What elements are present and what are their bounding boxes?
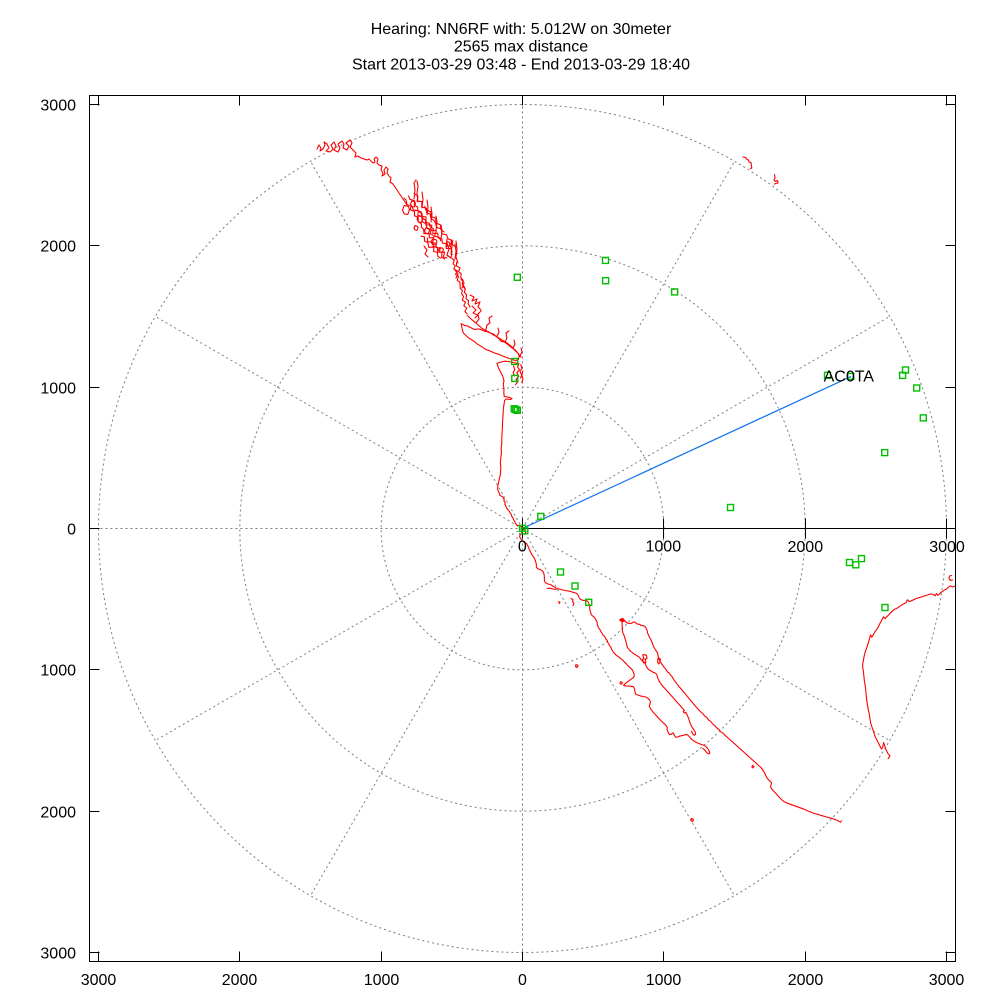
svg-text:3000: 3000 (81, 972, 117, 989)
svg-text:2000: 2000 (40, 238, 76, 255)
svg-text:0: 0 (518, 539, 527, 556)
svg-text:3000: 3000 (40, 97, 76, 114)
svg-text:1000: 1000 (364, 972, 400, 989)
svg-text:2565 max distance: 2565 max distance (454, 39, 588, 56)
svg-text:1000: 1000 (40, 662, 76, 679)
svg-text:Hearing: NN6RF with: 5.012W on: Hearing: NN6RF with: 5.012W on 30meter (371, 21, 672, 38)
svg-text:0: 0 (67, 521, 76, 538)
svg-text:3000: 3000 (929, 972, 965, 989)
svg-text:2000: 2000 (788, 539, 824, 556)
svg-text:1000: 1000 (646, 539, 682, 556)
svg-text:AC0TA: AC0TA (824, 368, 875, 385)
svg-text:3000: 3000 (929, 539, 965, 556)
svg-text:2000: 2000 (40, 804, 76, 821)
svg-text:1000: 1000 (40, 380, 76, 397)
svg-text:2000: 2000 (222, 972, 258, 989)
svg-text:2000: 2000 (788, 972, 824, 989)
svg-text:3000: 3000 (40, 945, 76, 962)
svg-text:Start 2013-03-29 03:48 - End 2: Start 2013-03-29 03:48 - End 2013-03-29 … (352, 56, 690, 73)
svg-text:0: 0 (518, 972, 527, 989)
svg-text:1000: 1000 (646, 972, 682, 989)
